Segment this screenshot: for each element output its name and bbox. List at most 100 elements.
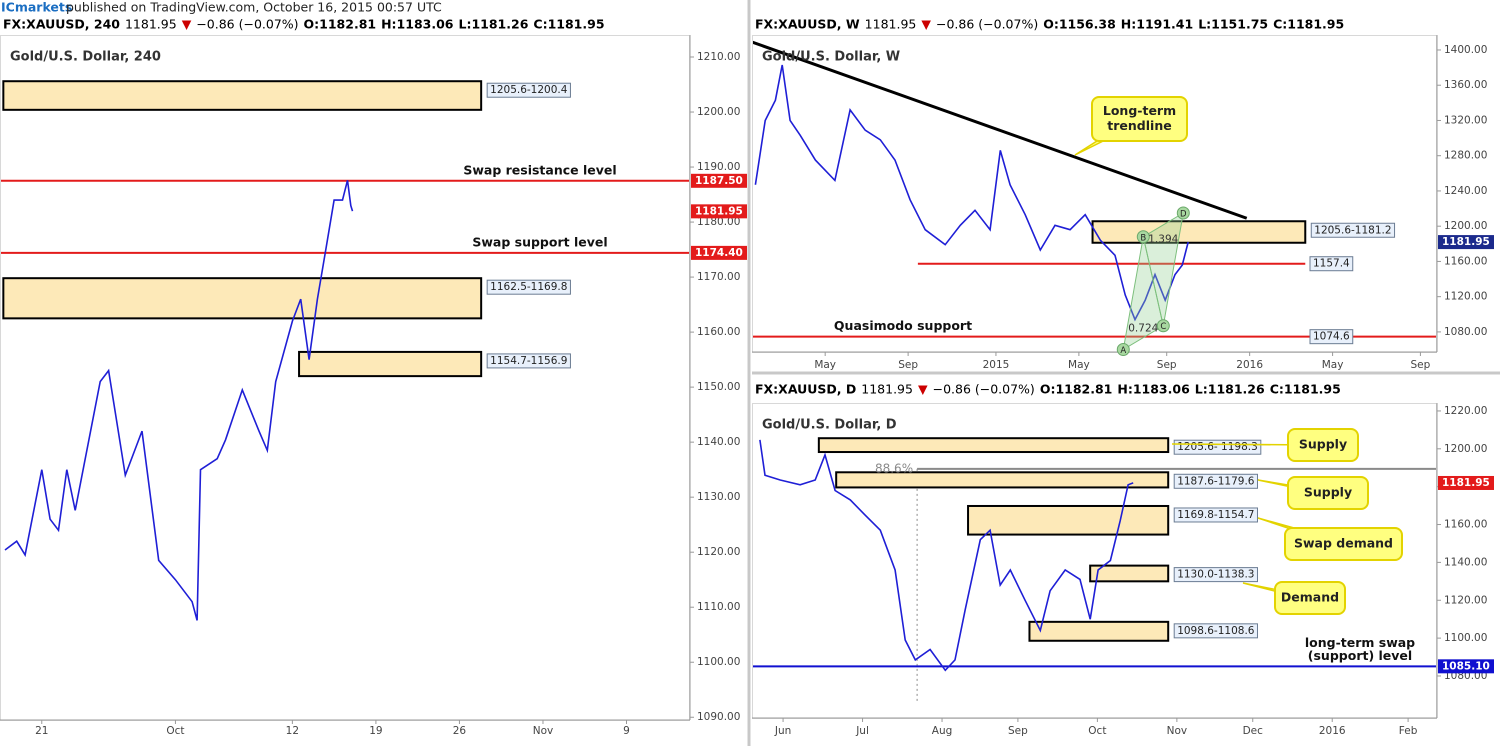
y-tick-label: 1140.00 (697, 436, 740, 448)
ohlc-value: O:1156.38 (1043, 17, 1116, 32)
zone-label: 1169.8-1154.7 (1177, 509, 1254, 521)
level-note: (support) level (1308, 648, 1412, 663)
x-tick-label: Sep (1008, 725, 1028, 737)
callout-text: trendline (1107, 118, 1171, 133)
zone-label: 1187.6-1179.6 (1177, 475, 1255, 487)
zone-label: 1205.6-1181.2 (1314, 224, 1391, 236)
callout (1287, 476, 1369, 510)
ohlc-value: C:1181.95 (533, 17, 604, 32)
price-line (759, 439, 1134, 672)
y-tick-label: 1180.00 (697, 216, 740, 228)
x-tick-label: 2015 (983, 359, 1010, 371)
header-change: −0.86 (−0.07%) (933, 382, 1035, 397)
zone-label: 1154.7-1156.9 (490, 355, 567, 367)
brand[interactable]: ICmarkets (1, 0, 72, 15)
x-tick-label: 2016 (1236, 359, 1263, 371)
zone (1028, 620, 1170, 642)
y-tick-label: 1160.00 (697, 326, 740, 338)
published-note: published on TradingView.com, October 16… (66, 0, 442, 15)
y-tick-label: 1160.00 (1444, 519, 1487, 531)
zone-label-box (1173, 623, 1258, 639)
callout (1274, 581, 1346, 615)
ohlc-value: H:1183.06 (1117, 382, 1190, 397)
chart-title: Gold/U.S. Dollar, 240 (10, 50, 161, 65)
y-tick-label: 1280.00 (1444, 150, 1487, 162)
zone-label: 1130.0-1138.3 (1177, 569, 1254, 581)
ohlc-value: C:1181.95 (1270, 382, 1341, 397)
ohlc-value: O:1182.81 (1040, 382, 1113, 397)
x-tick-label: Sep (1411, 359, 1431, 371)
y-tick-label: 1120.00 (1444, 594, 1487, 606)
level-tag-box (1309, 256, 1354, 272)
callout (1091, 96, 1188, 142)
x-tick-label: Nov (1167, 725, 1188, 737)
y-tick-label: 1190.00 (697, 161, 740, 173)
level-note: long-term swap (1305, 635, 1415, 650)
level-note: Swap support level (472, 234, 607, 249)
ohlc-value: C:1181.95 (1273, 17, 1344, 32)
x-tick-label: May (814, 359, 836, 371)
symbol: FX:XAUUSD, 240 (3, 17, 120, 32)
zone (1091, 220, 1307, 244)
pattern-point (1136, 230, 1150, 244)
y-tick-label: 1130.00 (697, 491, 740, 503)
y-tick-label: 1400.00 (1444, 44, 1487, 56)
ohlc-value: H:1183.06 (381, 17, 454, 32)
header-price: 1181.95 (865, 17, 917, 32)
y-tick-label: 1150.00 (697, 381, 740, 393)
x-tick-label: Jun (774, 725, 791, 737)
zone-label-box (1310, 222, 1396, 238)
zone (967, 504, 1170, 536)
level-tag: 1187.50 (695, 175, 743, 187)
callout-text: Swap demand (1294, 536, 1393, 551)
plot-area (0, 80, 690, 621)
ohlc-value: L:1181.26 (1195, 382, 1265, 397)
x-tick-label: Oct (1088, 725, 1106, 737)
level-tag: 1085.10 (1442, 660, 1490, 672)
pattern-ratio: 1.394 (1148, 233, 1178, 245)
y-tick-label: 1120.00 (697, 546, 740, 558)
price-line (4, 180, 354, 621)
level-note: Quasimodo support (834, 318, 972, 333)
header-price: 1181.95 (861, 382, 913, 397)
ohlc-value: L:1151.75 (1198, 17, 1268, 32)
zone (298, 350, 483, 378)
y-tick-label: 1170.00 (697, 271, 740, 283)
x-tick-label: 9 (623, 725, 630, 737)
y-tick-label: 1100.00 (1444, 632, 1487, 644)
y-tick-label: 1120.00 (1444, 291, 1487, 303)
zone-label: 1098.6-1108.6 (1177, 625, 1255, 637)
fib-label: 88.6% (875, 461, 913, 475)
y-tick-label: 1160.00 (1444, 255, 1487, 267)
symbol: FX:XAUUSD, D (755, 382, 856, 397)
callout-text: Supply (1299, 437, 1347, 452)
x-tick-label: Sep (898, 359, 918, 371)
pattern-point-label: A (1120, 346, 1126, 356)
callout (1287, 428, 1359, 462)
pattern-point-label: D (1180, 209, 1187, 219)
last-price-box (1438, 475, 1494, 490)
change-arrow: ▼ (182, 17, 192, 32)
callout-text: Long-term (1103, 103, 1176, 118)
zone-label-box (1173, 473, 1258, 489)
zone (1089, 564, 1170, 583)
zone-label-box (1173, 567, 1258, 583)
y-tick-label: 1200.00 (1444, 220, 1487, 232)
pattern-point (1156, 319, 1170, 333)
callout (1284, 527, 1403, 561)
y-tick-label: 1320.00 (1444, 114, 1487, 126)
y-tick-label: 1210.00 (697, 51, 740, 63)
change-arrow: ▼ (918, 382, 928, 397)
zone-label-box (486, 82, 571, 98)
zone-label: 1205.6-1200.4 (490, 84, 568, 96)
level-tag: 1074.6 (1313, 331, 1350, 343)
last-price-box (1438, 235, 1494, 250)
x-tick-label: Jul (855, 725, 869, 737)
pattern-leg (1142, 211, 1184, 326)
ohlc-value: L:1181.26 (459, 17, 529, 32)
zone (2, 80, 483, 111)
last-price-label: 1181.95 (1442, 477, 1490, 489)
callout-text: Supply (1304, 485, 1352, 500)
pattern-point-label: B (1140, 233, 1146, 243)
